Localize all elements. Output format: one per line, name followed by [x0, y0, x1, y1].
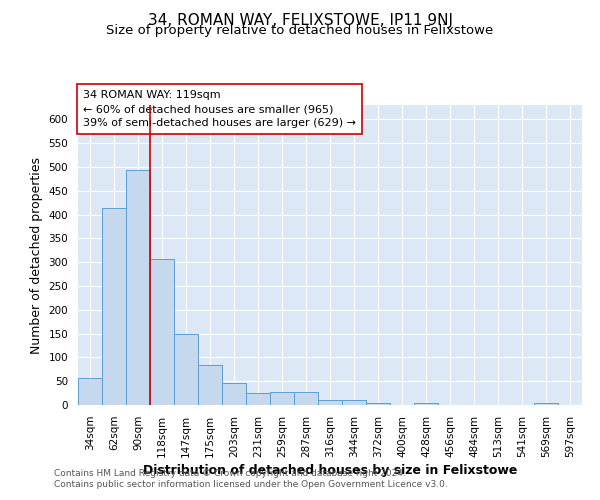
Text: 34 ROMAN WAY: 119sqm
← 60% of detached houses are smaller (965)
39% of semi-deta: 34 ROMAN WAY: 119sqm ← 60% of detached h…	[83, 90, 356, 128]
Text: Contains public sector information licensed under the Open Government Licence v3: Contains public sector information licen…	[54, 480, 448, 489]
Text: Contains HM Land Registry data © Crown copyright and database right 2024.: Contains HM Land Registry data © Crown c…	[54, 468, 406, 477]
Bar	[150, 259, 174, 405]
X-axis label: Distribution of detached houses by size in Felixstowe: Distribution of detached houses by size …	[143, 464, 517, 477]
Bar	[342, 400, 366, 405]
Bar	[102, 208, 126, 405]
Bar	[126, 170, 150, 405]
Bar	[534, 402, 558, 405]
Bar	[414, 402, 438, 405]
Bar	[270, 392, 294, 405]
Y-axis label: Number of detached properties: Number of detached properties	[30, 156, 43, 354]
Bar	[318, 400, 342, 405]
Bar	[198, 366, 222, 405]
Bar	[294, 392, 318, 405]
Bar	[246, 393, 270, 405]
Bar	[222, 382, 246, 405]
Bar	[366, 402, 390, 405]
Bar	[174, 334, 198, 405]
Text: 34, ROMAN WAY, FELIXSTOWE, IP11 9NJ: 34, ROMAN WAY, FELIXSTOWE, IP11 9NJ	[148, 12, 452, 28]
Bar	[78, 378, 102, 405]
Text: Size of property relative to detached houses in Felixstowe: Size of property relative to detached ho…	[106, 24, 494, 37]
